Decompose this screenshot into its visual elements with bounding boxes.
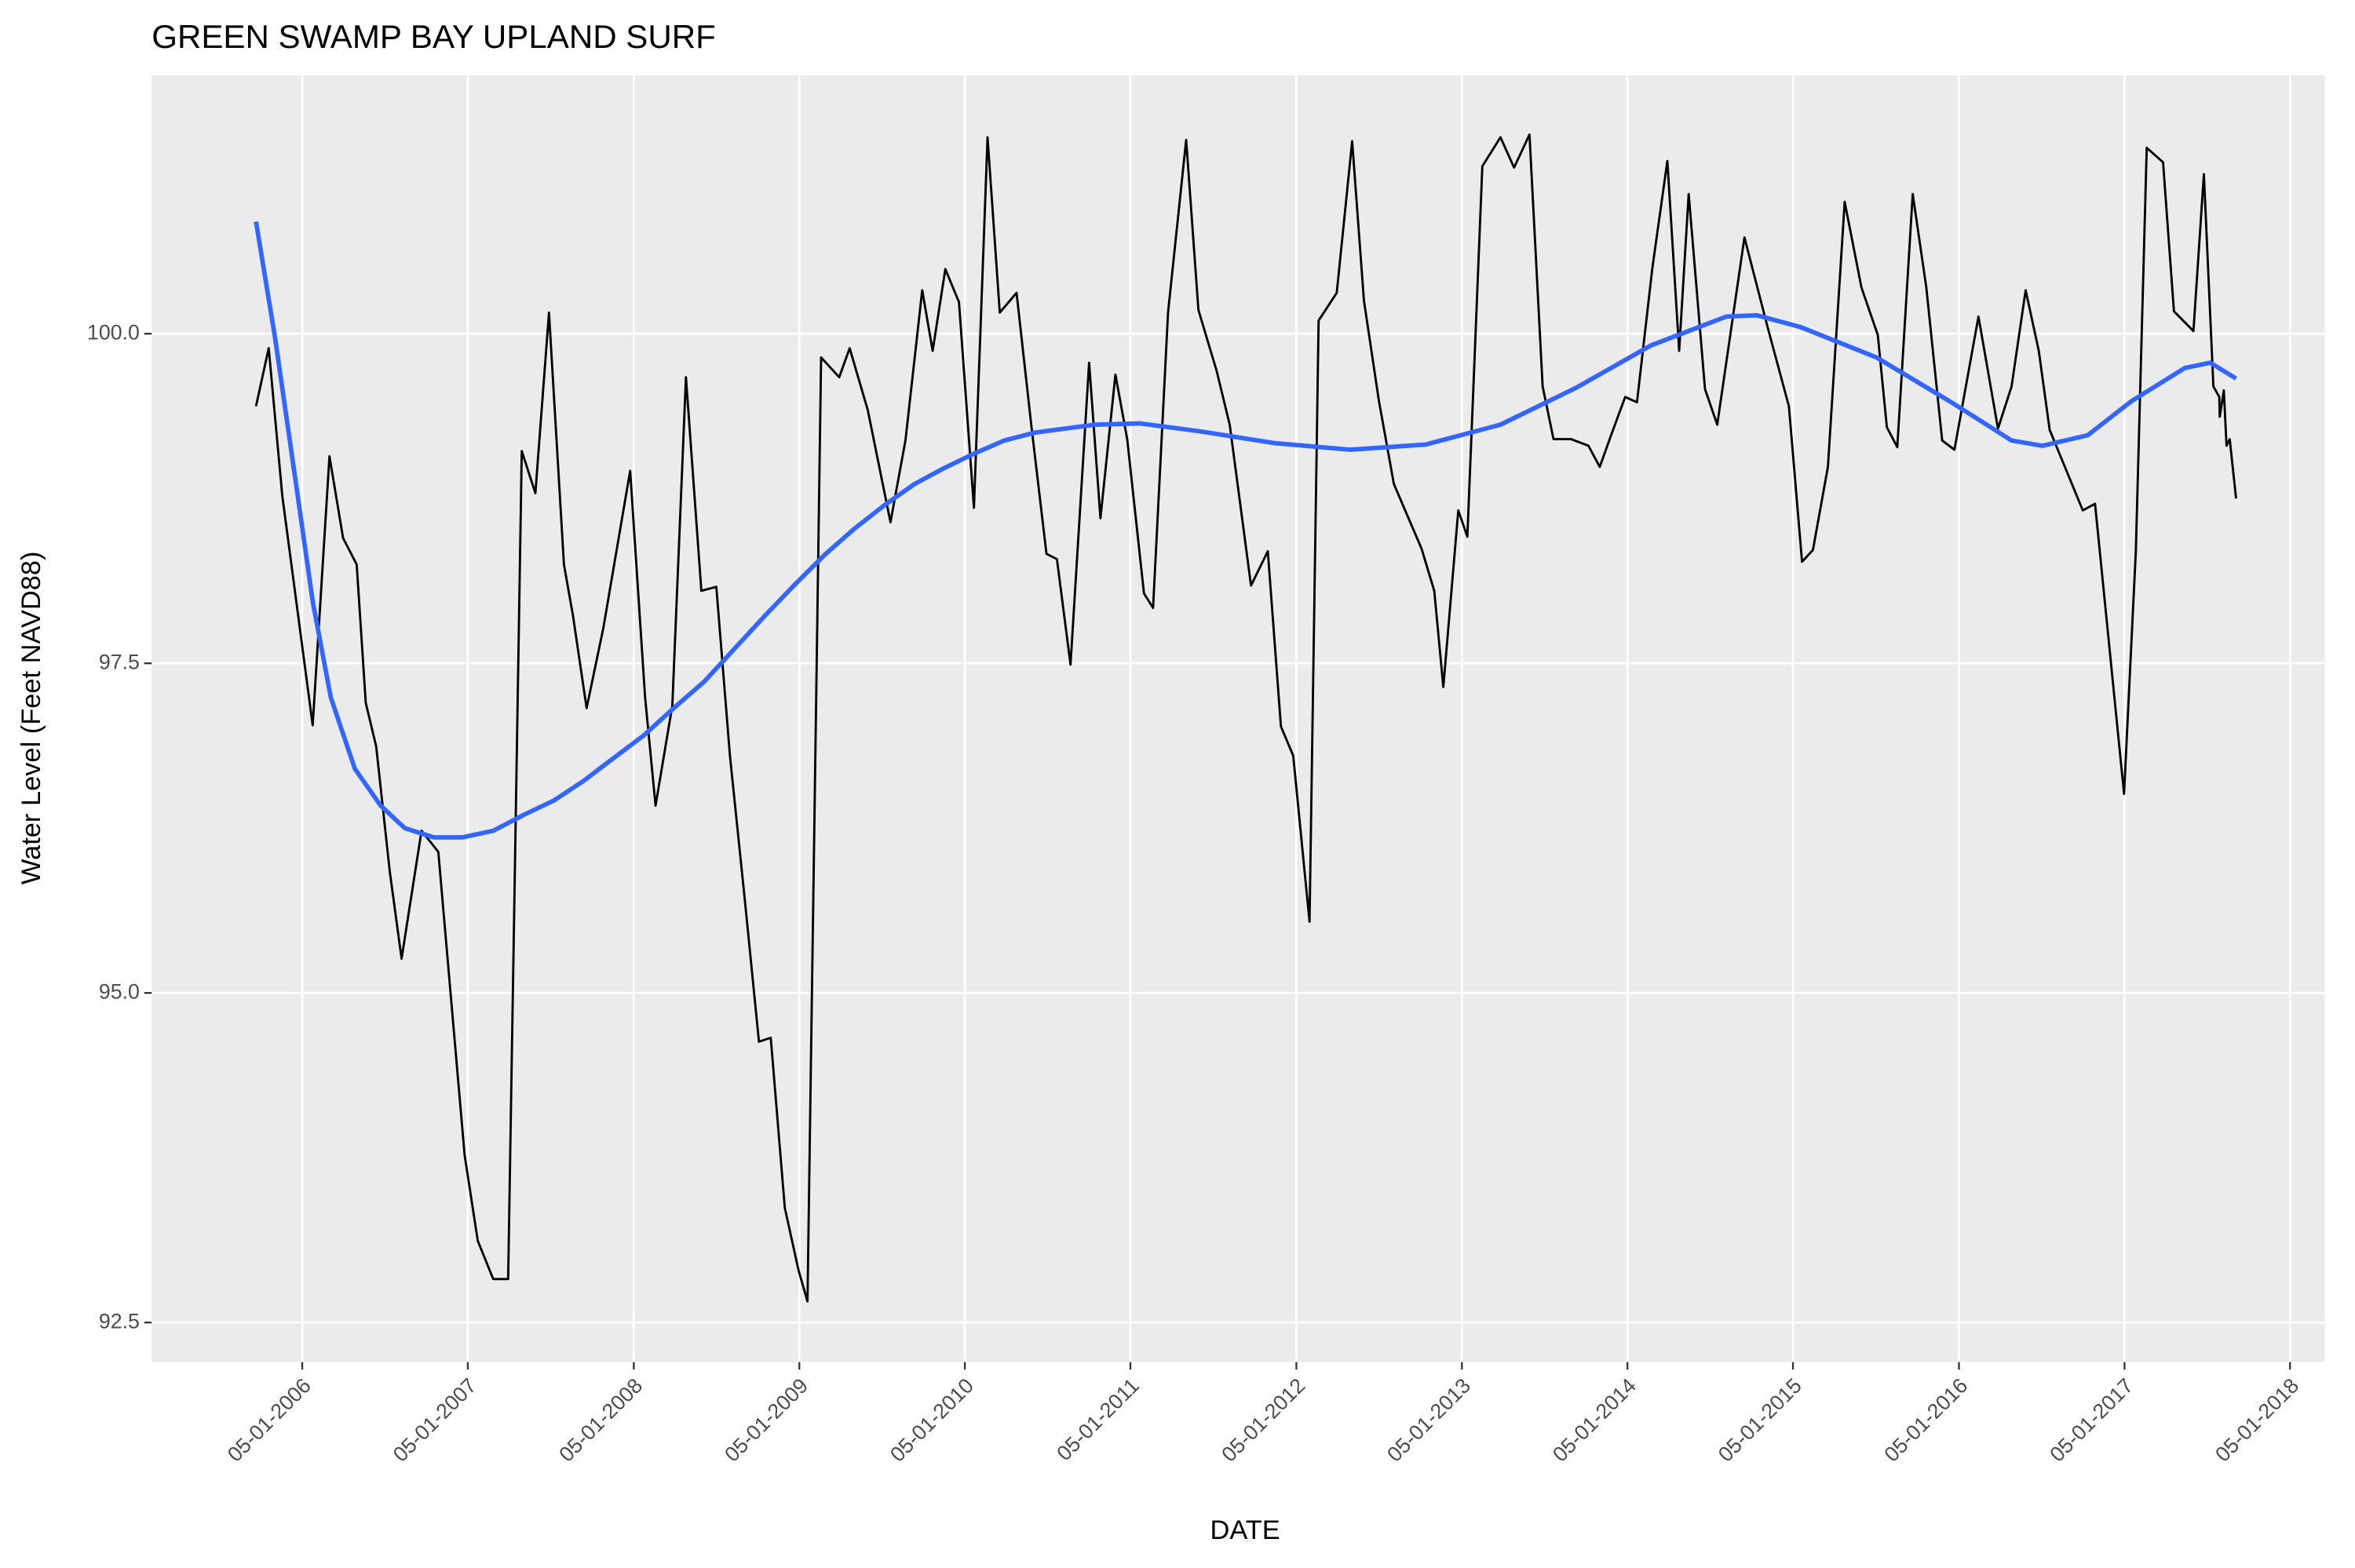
y-tick-label: 100.0 (87, 320, 140, 344)
chart-title: GREEN SWAMP BAY UPLAND SURF (152, 18, 716, 55)
y-tick-label: 97.5 (99, 650, 140, 673)
series-line (254, 133, 2237, 1303)
y-tick-label: 92.5 (99, 1309, 140, 1333)
series-line (254, 221, 2238, 840)
y-tick-label: 95.0 (99, 979, 140, 1003)
y-axis-title: Water Level (Feet NAVD88) (16, 551, 46, 884)
x-axis-title: DATE (1210, 1515, 1280, 1545)
panel (152, 75, 2325, 1362)
